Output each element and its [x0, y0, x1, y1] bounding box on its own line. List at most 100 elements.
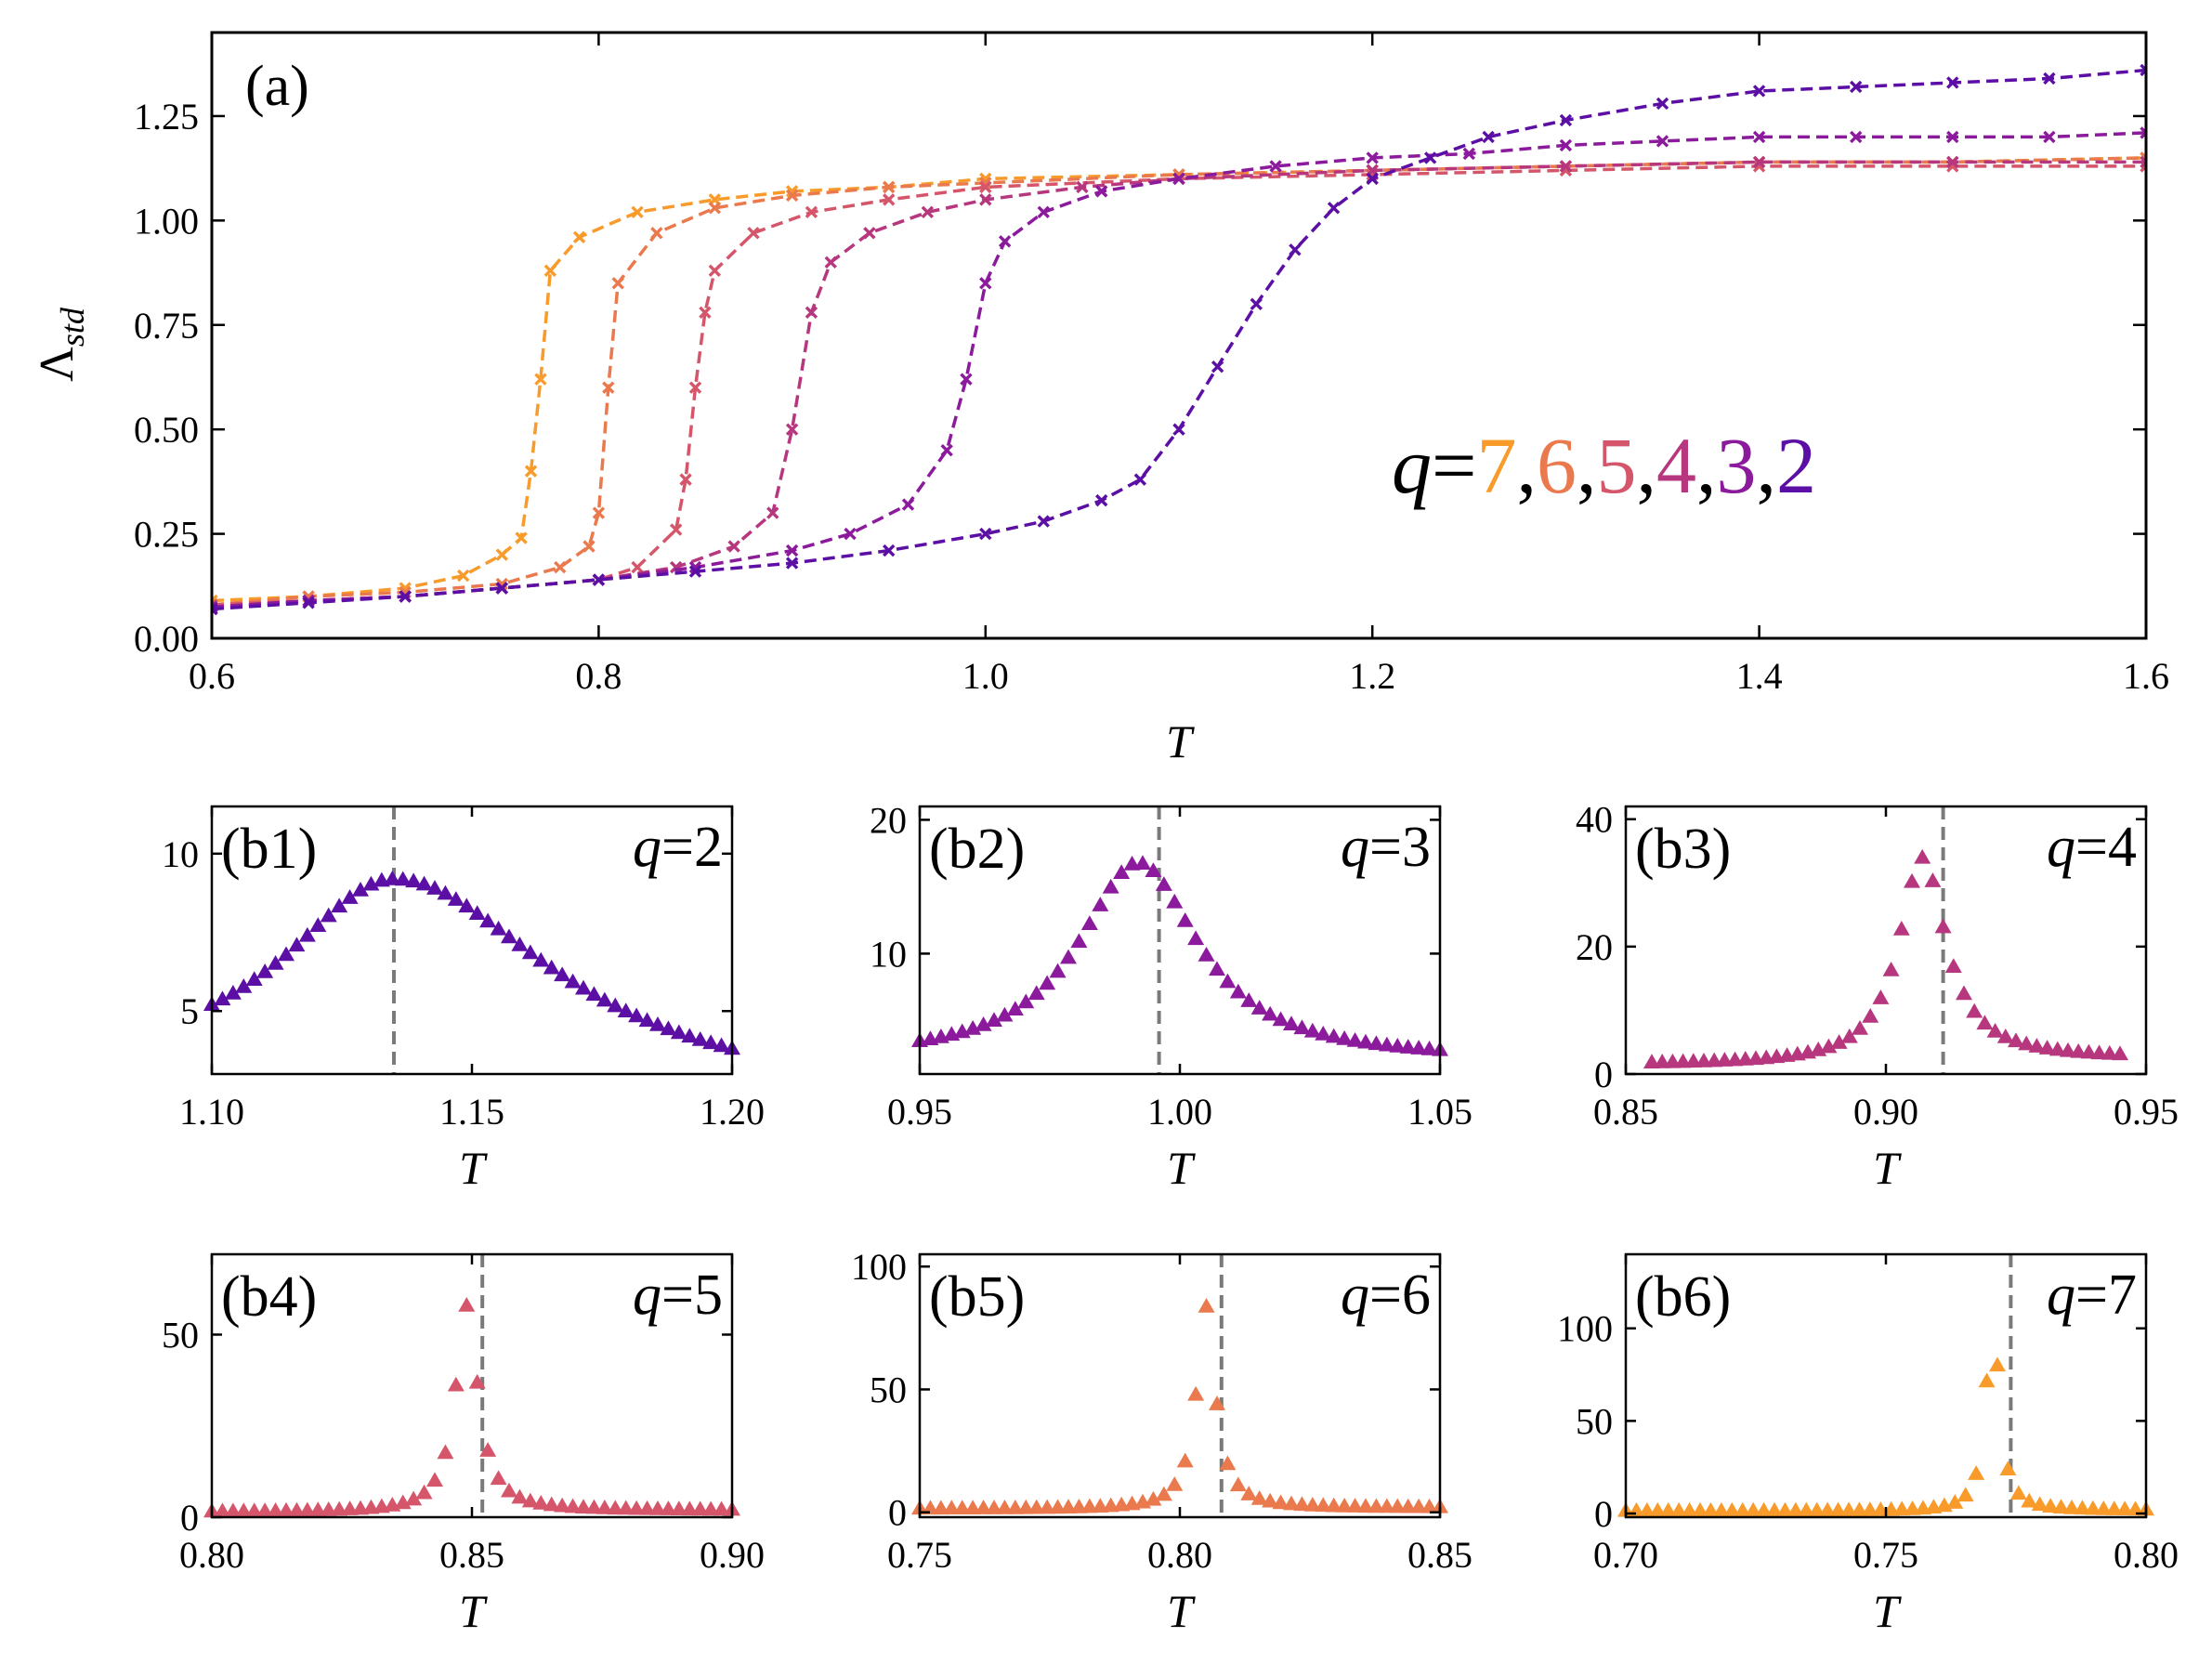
- data-point: [628, 1007, 646, 1023]
- data-point: [267, 1501, 284, 1517]
- data-point: [515, 531, 528, 544]
- data-point: [1410, 1040, 1428, 1055]
- data-point: [1659, 1501, 1677, 1517]
- data-point: [214, 1502, 231, 1518]
- series-line: [212, 68, 2146, 611]
- data-point: [2063, 1499, 2080, 1514]
- data-point: [534, 373, 547, 386]
- data-point: [437, 1444, 454, 1460]
- data-point: [1172, 423, 1185, 436]
- legend-item-q6: 6: [1537, 421, 1577, 510]
- data-point: [1049, 1499, 1067, 1514]
- data-point: [1368, 1498, 1385, 1513]
- q-label-prefix: q: [633, 816, 661, 879]
- data-point: [1830, 1034, 1848, 1049]
- data-point: [458, 1297, 476, 1312]
- x-tick-label: 1.05: [1407, 1091, 1472, 1133]
- data-point: [1219, 973, 1237, 989]
- x-tick-label: 1.2: [1349, 655, 1395, 697]
- panel-label: (b1): [221, 818, 317, 881]
- data-point: [702, 1500, 720, 1516]
- data-point: [2074, 1500, 2091, 1515]
- data-point: [679, 473, 692, 486]
- data-point: [2116, 1500, 2134, 1516]
- data-point: [1968, 1465, 1985, 1480]
- data-point: [458, 897, 476, 913]
- y-tick-label: 1.25: [134, 96, 199, 138]
- data-point: [501, 928, 517, 944]
- data-point: [212, 602, 218, 616]
- data-point: [1315, 1025, 1332, 1041]
- data-point: [1946, 155, 1959, 169]
- data-point: [405, 1490, 423, 1506]
- data-point: [2101, 1044, 2118, 1060]
- data-point: [1670, 1501, 1688, 1517]
- panel-label: (b4): [221, 1265, 317, 1329]
- data-point: [986, 1012, 1002, 1028]
- data-point: [1378, 1498, 1395, 1513]
- data-point: [1423, 151, 1437, 164]
- data-point: [844, 527, 857, 541]
- data-point: [1027, 1499, 1045, 1514]
- data-point: [1325, 1497, 1342, 1513]
- data-point: [1262, 1005, 1279, 1021]
- series-line: [212, 164, 2146, 607]
- y-tick-label: 100: [1557, 1308, 1613, 1350]
- data-point: [1060, 949, 1077, 964]
- data-point: [964, 1500, 982, 1514]
- data-point: [975, 1500, 992, 1514]
- data-point: [2070, 1042, 2088, 1058]
- data-point: [1327, 202, 1341, 215]
- data-point: [681, 1500, 699, 1516]
- x-axis-label: T: [459, 1585, 488, 1637]
- y-tick-label: 0.75: [134, 305, 199, 347]
- data-point: [1070, 933, 1088, 949]
- panel-b6: 0.70 0.75 0.80 0 50 100 T (b6) q=7: [1557, 1252, 2179, 1637]
- data-point: [607, 1500, 624, 1515]
- data-point: [1462, 147, 1476, 161]
- panel-b1: 1.10 1.15 1.20 5 10 T (b1) q=2: [162, 805, 765, 1194]
- data-point: [1999, 1461, 2017, 1476]
- y-tick-label: 1.00: [134, 200, 199, 242]
- data-point: [1006, 1001, 1024, 1015]
- data-point: [224, 984, 242, 1000]
- legend-item-q5: 5: [1597, 421, 1637, 510]
- data-point: [1229, 983, 1247, 999]
- data-point: [309, 917, 327, 932]
- data-point: [1039, 975, 1056, 990]
- y-tick-label: 0: [180, 1497, 199, 1539]
- data-point: [943, 1500, 961, 1515]
- data-point: [1346, 1031, 1364, 1047]
- data-point: [602, 381, 615, 394]
- data-point: [1820, 1038, 1838, 1054]
- data-point: [1250, 1489, 1268, 1505]
- q-label-prefix: q: [2047, 816, 2075, 879]
- data-point: [511, 1488, 529, 1504]
- data-point: [288, 937, 306, 952]
- data-point: [1027, 985, 1045, 1001]
- data-point: [691, 1500, 709, 1516]
- x-tick-label: 0.80: [2114, 1534, 2179, 1576]
- data-point: [1102, 878, 1119, 894]
- q-label-value: =6: [1369, 1264, 1431, 1327]
- data-point: [901, 498, 915, 511]
- data-point: [1852, 1020, 1868, 1035]
- data-point: [1240, 1486, 1258, 1500]
- data-point: [1692, 1501, 1708, 1517]
- data-point: [1559, 113, 1573, 127]
- y-tick-label: 0.50: [134, 409, 199, 451]
- data-point: [2112, 1045, 2128, 1061]
- data-point: [511, 937, 529, 951]
- q-label-prefix: q: [1341, 816, 1369, 879]
- series-line: [212, 156, 2146, 603]
- x-tick-label: 1.15: [439, 1091, 504, 1133]
- data-point: [554, 966, 571, 982]
- data-point: [2060, 1042, 2076, 1057]
- x-tick-label: 0.75: [887, 1534, 952, 1576]
- y-tick-label: 10: [870, 933, 907, 975]
- x-tick-label: 0.85: [1593, 1091, 1658, 1133]
- data-point: [979, 180, 992, 194]
- y-axis-label-sub: std: [54, 307, 91, 347]
- data-point: [1420, 1498, 1438, 1513]
- data-point: [1840, 1028, 1858, 1043]
